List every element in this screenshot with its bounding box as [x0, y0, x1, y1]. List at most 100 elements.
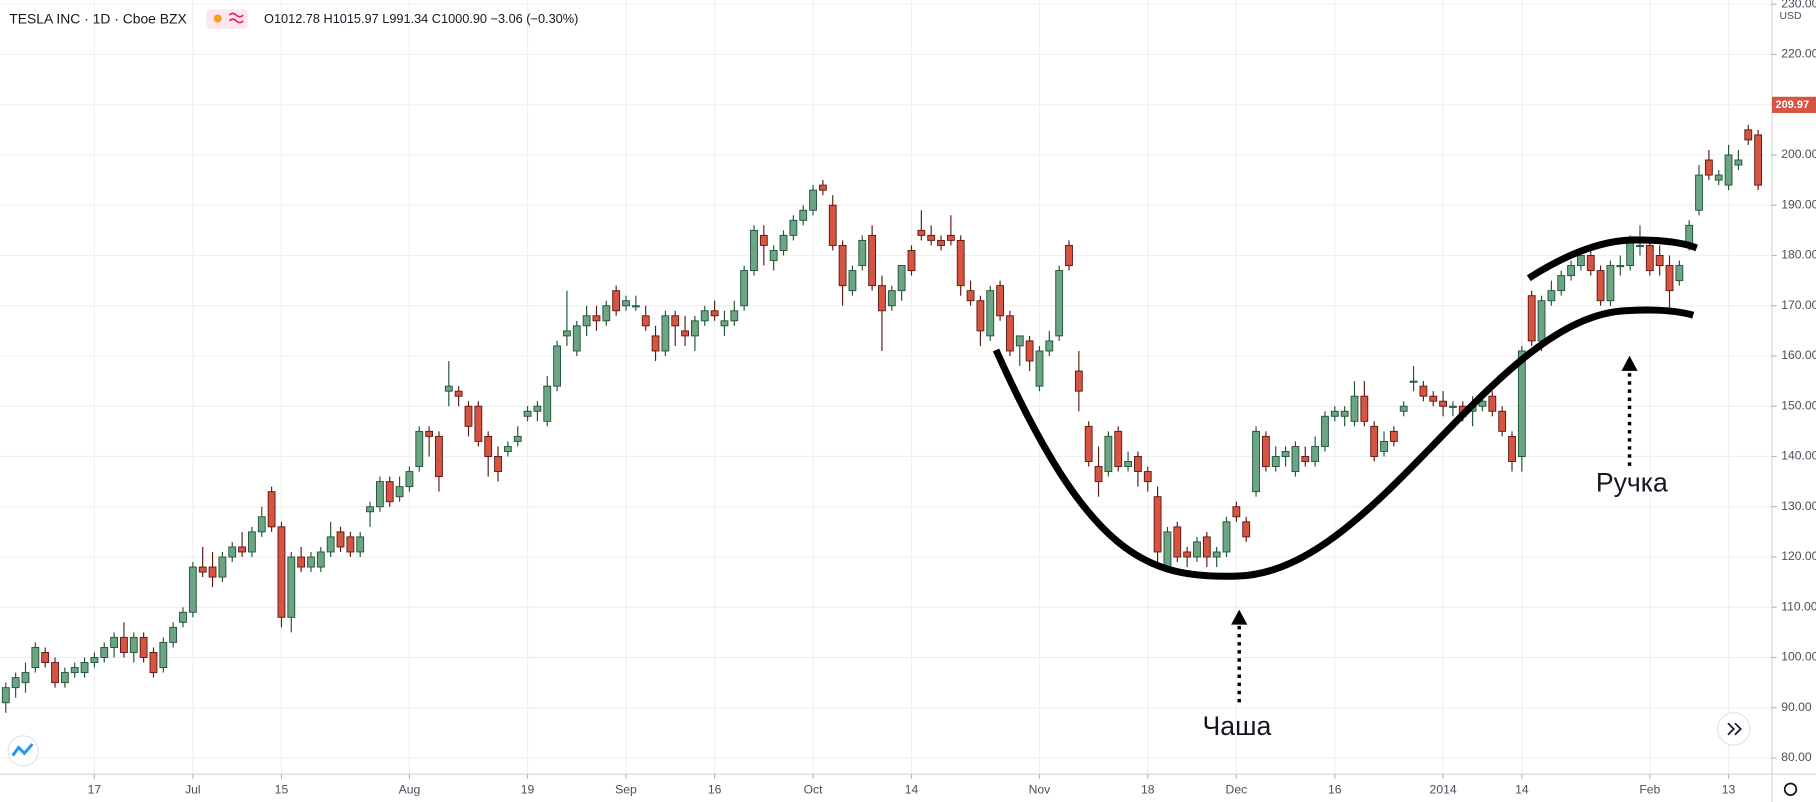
candle-body: [238, 546, 246, 553]
candle-body: [513, 435, 522, 442]
candle-body: [90, 657, 99, 663]
candle-body: [484, 435, 493, 457]
cup-arrow-head: [1231, 609, 1248, 625]
candle-body: [1084, 425, 1093, 462]
candle-body: [1015, 335, 1024, 347]
candle-body: [671, 315, 680, 327]
y-tick-label: 130.00: [1781, 499, 1816, 513]
x-tick-label: Dec: [1226, 783, 1248, 797]
candle-body: [287, 556, 296, 618]
candle-body: [996, 285, 1005, 317]
candle-body: [159, 641, 168, 669]
candle-body: [1655, 255, 1664, 266]
candle-body: [907, 249, 916, 272]
candle-body: [641, 315, 650, 327]
candles: [1, 124, 1763, 713]
grid: [0, 0, 1772, 775]
candle-body: [927, 234, 936, 241]
candle-body: [1517, 350, 1526, 457]
candle-body: [1665, 265, 1674, 292]
candle-body: [1163, 531, 1172, 568]
candle-body: [769, 249, 778, 261]
candle-body: [444, 385, 453, 392]
candle-body: [1508, 435, 1516, 462]
candle-body: [366, 506, 374, 513]
candle-body: [1301, 456, 1310, 462]
candle-body: [405, 471, 414, 488]
candle-body: [1606, 265, 1615, 302]
candle-body: [543, 385, 552, 422]
annotation: Чаша: [1203, 711, 1272, 741]
logo-icon: [11, 743, 34, 757]
candle-body: [1153, 496, 1162, 553]
currency: USD: [1780, 11, 1802, 22]
x-tick-label: 15: [275, 783, 289, 797]
candle-body: [1537, 300, 1546, 342]
candle-body: [464, 405, 473, 427]
candle-body: [208, 566, 217, 578]
x-tick-label: 2014: [1430, 783, 1457, 797]
candle-body: [1045, 340, 1054, 352]
candle-body: [1724, 154, 1733, 186]
x-tick-label: Oct: [804, 783, 824, 797]
y-tick-label: 110.00: [1781, 599, 1816, 613]
candle-body: [1114, 430, 1123, 468]
candle-body: [454, 390, 463, 397]
candle-body: [474, 405, 483, 442]
candle-body: [828, 204, 837, 246]
candle-body: [740, 270, 749, 307]
candle-body: [730, 310, 739, 322]
candle-body: [1271, 456, 1280, 468]
candle-body: [1321, 415, 1329, 447]
candle-body: [602, 305, 611, 322]
candle-body: [1193, 541, 1201, 558]
candle-body: [937, 239, 945, 246]
x-tick-label: Sep: [615, 783, 637, 797]
x-tick-label: 17: [88, 783, 102, 797]
candle-body: [710, 310, 719, 317]
annotation: Ручка: [1596, 467, 1668, 497]
candle-body: [248, 531, 256, 553]
candle-body: [70, 667, 79, 674]
candle-body: [1645, 244, 1654, 272]
candle-body: [307, 556, 315, 568]
candle-body: [1173, 526, 1182, 558]
candle-body: [51, 662, 59, 684]
axis-labels: 80.00 90.00 100.00 110.00 120.00 130.00 140.00…: [88, 0, 1816, 797]
candle-body: [415, 430, 424, 468]
candle-body: [1714, 174, 1723, 181]
settings-button[interactable]: [1783, 782, 1798, 796]
candle-body: [750, 229, 758, 272]
last-price-label: 209.97: [1775, 99, 1809, 111]
candle-body: [100, 646, 109, 658]
candle-body: [809, 189, 817, 211]
candle-body: [1242, 521, 1251, 538]
cup-curve: [992, 306, 1695, 580]
x-tick-label: Jul: [185, 783, 201, 797]
y-tick-label: 230.00: [1781, 0, 1816, 10]
candle-body: [818, 184, 827, 191]
candle-body: [553, 345, 562, 387]
candle-body: [129, 636, 138, 653]
candle-body: [1547, 290, 1556, 302]
candle-body: [1754, 134, 1763, 186]
candle-body: [1065, 244, 1073, 266]
candle-body: [1350, 395, 1359, 422]
candle-body: [31, 646, 40, 669]
candle-body: [198, 566, 207, 573]
candle-body: [533, 405, 542, 412]
candle-body: [661, 315, 670, 352]
status-icon: [213, 14, 222, 23]
candle-body: [1488, 395, 1497, 412]
candle-body: [1419, 385, 1428, 397]
candle-body: [966, 290, 975, 302]
candle-body: [385, 481, 394, 503]
candle-body: [336, 531, 345, 548]
candle-body: [120, 636, 128, 653]
candle-body: [878, 285, 886, 312]
candle-body: [1626, 239, 1635, 266]
candle-body: [1232, 506, 1241, 518]
candle-body: [395, 486, 404, 498]
candle-body: [346, 536, 355, 553]
